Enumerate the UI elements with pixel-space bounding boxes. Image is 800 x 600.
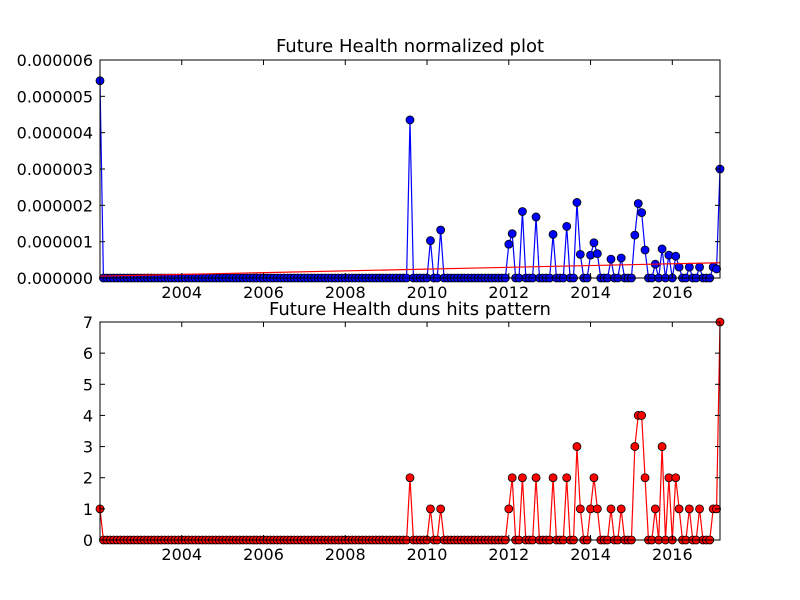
data-point [650, 504, 660, 514]
x-tick-label: 2014 [570, 545, 611, 564]
data-point [684, 504, 694, 514]
x-tick-label: 2010 [407, 545, 448, 564]
plot-frame [99, 321, 721, 541]
y-tick-label: 0.000004 [17, 124, 93, 143]
y-tick-label: 0.000000 [17, 269, 93, 288]
data-point [606, 254, 616, 264]
duns-hits-panel: Future Health duns hits pattern 2004 2006… [83, 299, 725, 564]
normalized-plot-ticks: 2004 2006 2008 2010 2012 2014 2016 0.000000 0.00… [17, 51, 720, 302]
data-point [657, 244, 667, 254]
x-tick-label: 2006 [243, 283, 284, 302]
data-point [531, 473, 541, 483]
y-tick-label: 5 [83, 375, 93, 394]
y-tick-label: 0.000002 [17, 196, 93, 215]
x-tick-label: 2014 [570, 283, 611, 302]
y-tick-label: 0.000003 [17, 160, 93, 179]
data-point [674, 504, 684, 514]
data-point [695, 262, 704, 272]
data-point [575, 249, 585, 259]
chart-title: Future Health normalized plot [276, 36, 544, 57]
y-tick-label: 0.000006 [17, 51, 93, 70]
x-tick-label: 2006 [243, 545, 284, 564]
y-tick-label: 7 [83, 313, 93, 332]
duns-hits-ticks: 2004 2006 2008 2010 2012 2014 2016 0 1 2 3 4 5 6 7 [83, 313, 720, 564]
x-tick-label: 2012 [488, 283, 529, 302]
data-point [548, 229, 558, 239]
x-tick-label: 2016 [652, 545, 693, 564]
x-tick-label: 2008 [325, 545, 366, 564]
y-tick-label: 6 [83, 344, 93, 363]
data-point [671, 251, 681, 261]
x-tick-label: 2004 [161, 545, 202, 564]
data-point [589, 238, 599, 248]
data-point [436, 504, 446, 514]
data-point [504, 239, 514, 249]
data-point [405, 115, 415, 125]
data-point [518, 473, 527, 483]
normalized-plot-panel: Future Health normalized plot 2004 2006 20… [17, 36, 725, 302]
x-tick-label: 2012 [488, 545, 529, 564]
data-point [507, 473, 517, 483]
data-point [531, 212, 541, 222]
data-point [572, 198, 582, 207]
data-point [592, 249, 602, 259]
data-point [630, 230, 640, 240]
data-point [507, 229, 517, 239]
data-point [575, 504, 585, 514]
y-tick-label: 3 [83, 438, 93, 457]
data-point [589, 473, 599, 483]
data-point [518, 207, 527, 216]
y-tick-label: 1 [83, 500, 93, 519]
data-point [640, 245, 650, 255]
trend-line [99, 262, 721, 277]
data-point [616, 504, 626, 514]
data-point [606, 504, 616, 514]
data-point [671, 473, 681, 483]
data-point [592, 504, 602, 514]
data-point [405, 473, 415, 483]
data-point [640, 473, 650, 483]
data-point [616, 253, 626, 263]
data-point [562, 473, 572, 483]
y-tick-label: 4 [83, 406, 93, 425]
x-tick-label: 2010 [407, 283, 448, 302]
data-point [674, 262, 684, 272]
data-point [684, 262, 694, 272]
plot-frame [99, 59, 721, 279]
y-tick-label: 0.000005 [17, 87, 93, 106]
data-point [695, 504, 704, 514]
x-tick-label: 2004 [161, 283, 202, 302]
y-tick-label: 2 [83, 469, 93, 488]
data-point [572, 442, 582, 451]
chart-title: Future Health duns hits pattern [269, 299, 551, 320]
data-point [637, 208, 647, 218]
data-point [548, 473, 558, 483]
data-point [657, 442, 667, 451]
data-point [633, 199, 643, 208]
data-point [504, 504, 514, 514]
x-tick-label: 2008 [325, 283, 366, 302]
data-point [562, 222, 572, 231]
data-point [630, 442, 640, 451]
data-point [712, 264, 721, 274]
x-tick-label: 2016 [652, 283, 693, 302]
data-point [436, 225, 446, 235]
y-tick-label: 0.000001 [17, 233, 93, 252]
data-point [426, 236, 435, 245]
data-point [637, 411, 647, 420]
data-point [426, 504, 435, 514]
y-tick-label: 0 [83, 531, 93, 550]
